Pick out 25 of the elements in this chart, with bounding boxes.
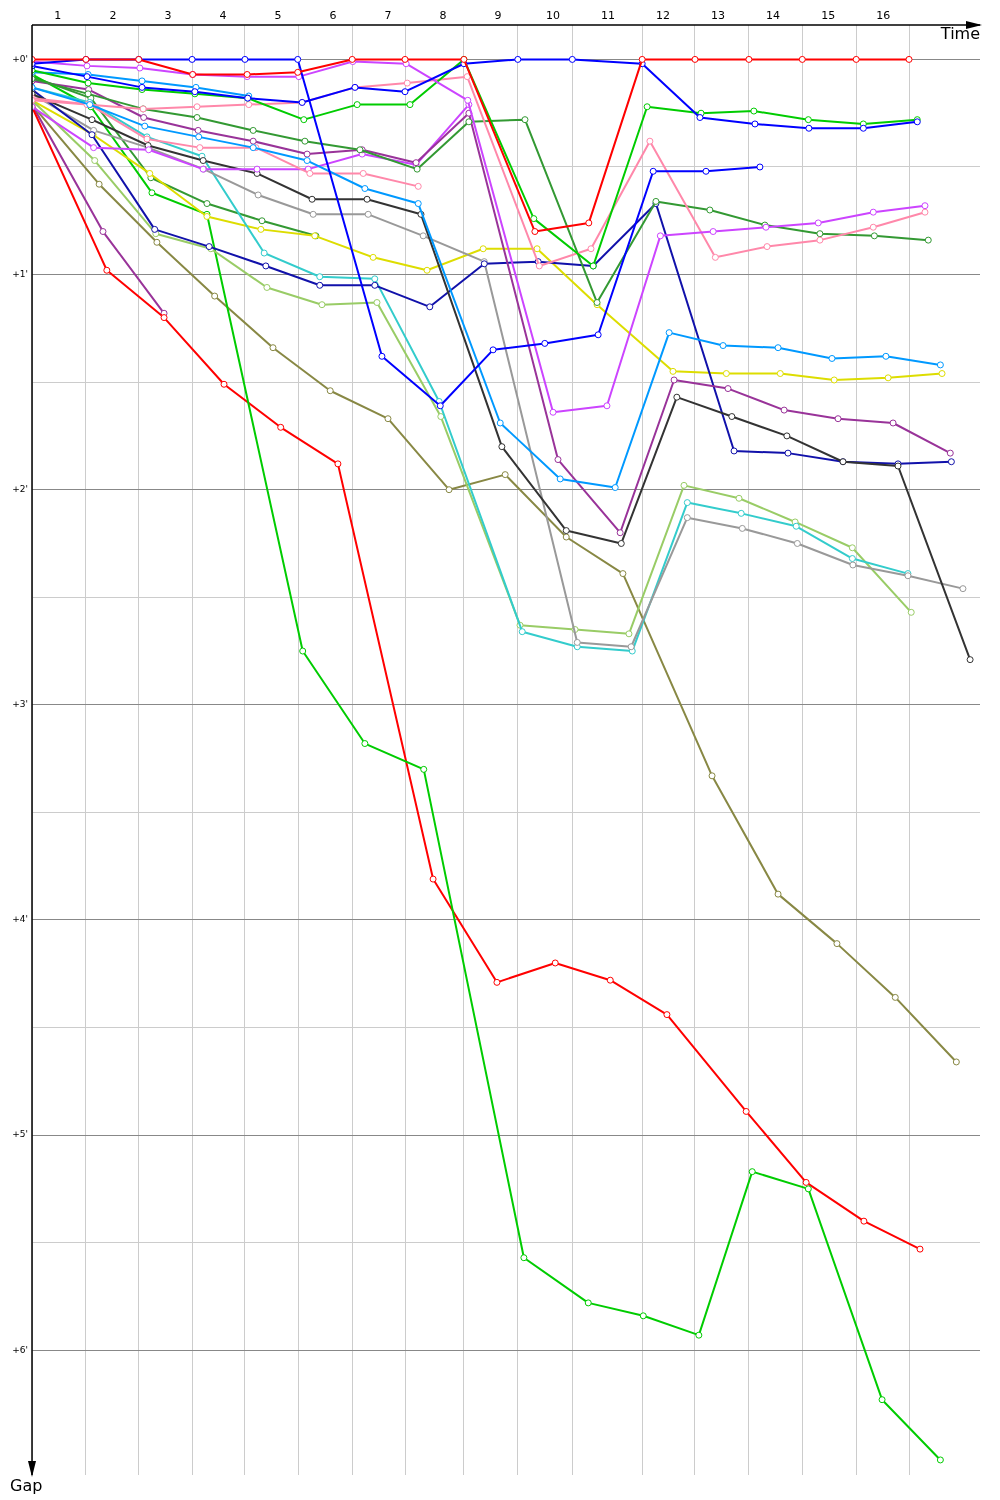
x-tick-label: 15 — [821, 9, 836, 23]
y-tick-label: +2' — [12, 484, 28, 495]
x-tick-label: 8 — [439, 9, 447, 23]
x-tick-label: 6 — [329, 9, 337, 23]
y-tick-label: +5' — [12, 1129, 28, 1140]
y-tick-label: +4' — [12, 914, 28, 925]
x-tick-label: 16 — [876, 9, 891, 23]
x-tick-label: 5 — [274, 9, 282, 23]
x-tick-label: 2 — [109, 9, 117, 23]
y-tick-label: +0' — [12, 53, 28, 64]
y-tick-label: +3' — [12, 699, 28, 710]
x-tick-label: 1 — [54, 9, 62, 23]
x-axis-title: Time — [939, 24, 980, 44]
x-tick-label: 7 — [384, 9, 392, 23]
x-tick-label: 4 — [219, 9, 227, 23]
x-tick-label: 14 — [766, 9, 781, 23]
y-tick-label: +6' — [12, 1344, 28, 1355]
x-tick-label: 10 — [546, 9, 561, 23]
x-tick-label: 12 — [656, 9, 671, 23]
x-tick-label: 9 — [494, 9, 502, 23]
y-tick-label: +1' — [12, 268, 28, 279]
x-tick-label: 3 — [164, 9, 172, 23]
x-tick-label: 13 — [711, 9, 726, 23]
x-tick-label: 11 — [601, 9, 616, 23]
y-axis-title: Gap — [10, 1476, 43, 1496]
